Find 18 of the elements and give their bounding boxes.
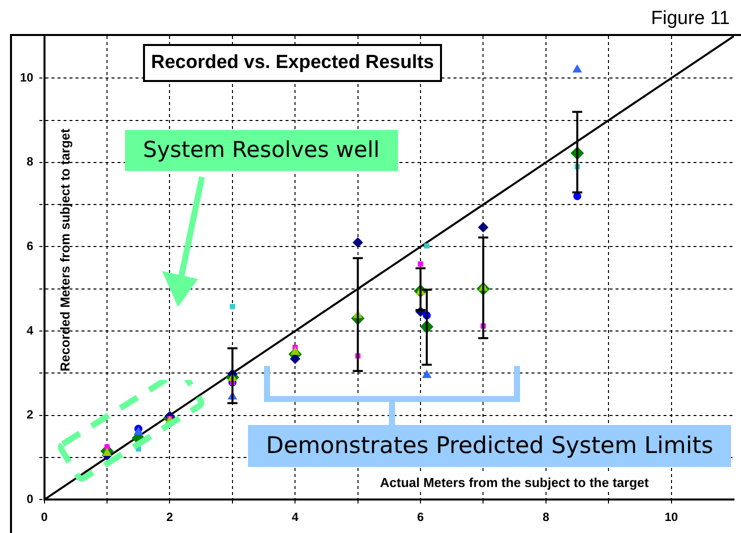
x-tick-label: 6 [417, 510, 424, 524]
x-tick-label: 8 [542, 510, 550, 524]
y-tick-label: 10 [20, 70, 34, 84]
annotation: Demonstrates Predicted System Limits [248, 425, 732, 467]
annotation: System Resolves well [125, 130, 398, 171]
y-tick-label: 8 [26, 154, 34, 169]
y-axis-title: Recorded Meters from subject to target [58, 128, 72, 372]
y-tick-label: 2 [26, 408, 34, 422]
x-tick-label: 0 [41, 510, 48, 524]
text: Recorded vs. Expected Results [143, 44, 442, 82]
y-tick-label: 0 [26, 492, 34, 506]
x-tick-label: 4 [292, 510, 299, 524]
y-tick-label: 4 [26, 323, 34, 338]
caption: Figure 11 [651, 8, 730, 30]
x-tick-label: 2 [166, 510, 174, 524]
x-tick-label: 10 [664, 510, 678, 524]
x-axis-title: Actual Meters from the subject to the target [376, 474, 653, 491]
y-tick-label: 6 [26, 239, 34, 254]
